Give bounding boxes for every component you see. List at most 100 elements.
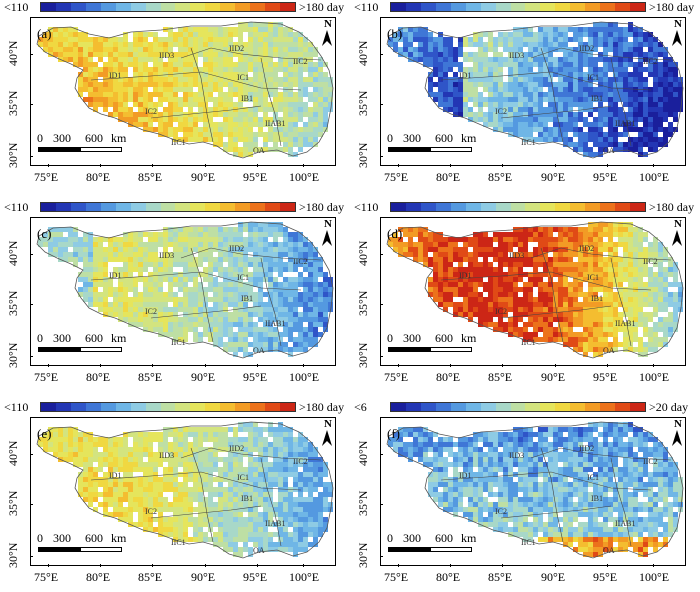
map-cell	[458, 97, 463, 102]
map-cell	[578, 282, 583, 287]
map-cell	[458, 312, 463, 317]
map-cell	[133, 467, 138, 472]
map-cell	[303, 467, 308, 472]
colorbar-high-label: >180 day	[299, 0, 345, 14]
map-cell	[183, 32, 188, 37]
map-cell	[588, 122, 593, 127]
map-cell	[508, 122, 513, 127]
map-cell	[648, 37, 653, 42]
map-cell	[163, 117, 168, 122]
map-cell	[53, 232, 58, 237]
map-cell	[273, 142, 278, 147]
map-cell	[493, 297, 498, 302]
map-cell	[528, 272, 533, 277]
map-cell	[558, 277, 563, 282]
map-cell	[238, 37, 243, 42]
map-cell	[608, 57, 613, 62]
map-cell	[68, 437, 73, 442]
map-cell	[138, 232, 143, 237]
map-cell	[283, 47, 288, 52]
map-cell	[298, 132, 303, 137]
map-cell	[253, 322, 258, 327]
map-cell	[438, 57, 443, 62]
map-cell	[218, 242, 223, 247]
map-cell	[233, 147, 238, 152]
colorbar-swatch	[41, 3, 56, 11]
map-cell	[533, 277, 538, 282]
map-cell	[608, 97, 613, 102]
map-cell	[258, 292, 263, 297]
colorbar-swatch	[100, 403, 116, 411]
map-cell	[223, 132, 228, 137]
colorbar-high-label: >180 day	[299, 200, 345, 214]
map-cell	[648, 257, 653, 262]
map-cell	[208, 132, 213, 137]
colorbar-low-label: <110	[4, 400, 29, 414]
map-cell	[623, 147, 628, 152]
map-cell	[133, 72, 138, 77]
map-cell	[213, 247, 218, 252]
map-cell	[608, 232, 613, 237]
map-cell	[588, 47, 593, 52]
map-cell	[163, 257, 168, 262]
map-cell	[128, 282, 133, 287]
map-cell	[278, 37, 283, 42]
map-cell	[283, 42, 288, 47]
map-cell	[148, 477, 153, 482]
map-cell	[153, 232, 158, 237]
map-cell	[623, 72, 628, 77]
map-cell	[273, 147, 278, 152]
map-cell	[588, 227, 593, 232]
map-cell	[118, 442, 123, 447]
map-cell	[608, 307, 613, 312]
map-cell	[628, 82, 633, 87]
map-cell	[518, 57, 523, 62]
map-cell	[178, 52, 183, 57]
map-cell	[653, 272, 658, 277]
map-cell	[523, 97, 528, 102]
map-cell	[203, 257, 208, 262]
map-cell	[543, 107, 548, 112]
map-cell	[553, 257, 558, 262]
lat-tick-label: 40°N	[6, 240, 20, 266]
map-cell	[248, 42, 253, 47]
map-cell	[313, 337, 318, 342]
map-cell	[523, 292, 528, 297]
map-cell	[653, 112, 658, 117]
map-cell	[283, 62, 288, 67]
map-cell	[58, 237, 63, 242]
map-cell	[588, 97, 593, 102]
map-cell	[163, 297, 168, 302]
map-cell	[603, 32, 608, 37]
lon-tick-label: 85°E	[138, 370, 163, 384]
map-cell	[178, 32, 183, 37]
map-cell	[643, 107, 648, 112]
map-cell	[558, 242, 563, 247]
map-cell	[73, 247, 78, 252]
map-cell	[313, 97, 318, 102]
map-cell	[573, 92, 578, 97]
map-cell	[148, 287, 153, 292]
map-cell	[228, 37, 233, 42]
map-cell	[533, 137, 538, 142]
map-cell	[393, 237, 398, 242]
map-cell	[293, 312, 298, 317]
map-cell	[193, 437, 198, 442]
map-cell	[233, 312, 238, 317]
map-cell	[313, 262, 318, 267]
map-cell	[273, 127, 278, 132]
map-cell	[663, 332, 668, 337]
map-cell	[633, 127, 638, 132]
map-cell	[138, 307, 143, 312]
map-cell	[188, 452, 193, 457]
map-cell	[203, 232, 208, 237]
map-cell	[143, 312, 148, 317]
map-cell	[628, 312, 633, 317]
map-cell	[548, 97, 553, 102]
map-cell	[503, 262, 508, 267]
map-cell	[548, 62, 553, 67]
map-cell	[648, 342, 653, 347]
map-cell	[233, 332, 238, 337]
map-cell	[528, 287, 533, 292]
map-cell	[613, 242, 618, 247]
